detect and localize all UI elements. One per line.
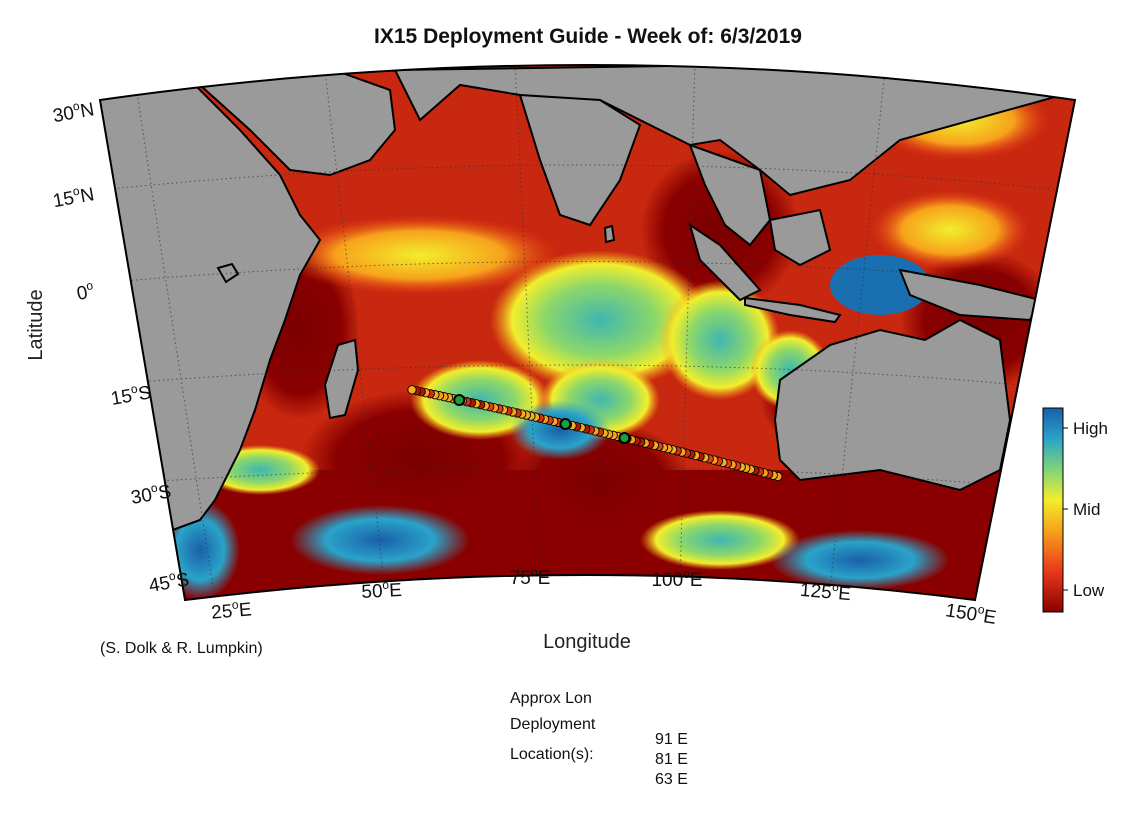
graticule — [100, 65, 1061, 600]
deployment-label-line-1: Approx Lon — [510, 690, 592, 707]
colorbar-label-high: High — [1073, 419, 1108, 438]
java-landmass — [744, 296, 842, 324]
lat-tick-0: 0o — [75, 278, 96, 305]
deployment-location-3: 63 E — [655, 771, 688, 788]
lat-tick-30s: 30oS — [129, 478, 173, 509]
deployment-label-line-2: Deployment — [510, 716, 596, 733]
lon-tick-100e: 100oE — [651, 567, 702, 591]
x-axis-label: Longitude — [543, 631, 631, 653]
deployment-label-line-3: Location(s): — [510, 746, 594, 763]
colorbar-label-low: Low — [1073, 581, 1105, 600]
lon-tick-75e: 75oE — [510, 565, 551, 589]
asia-landmass — [393, 65, 1075, 197]
xbt-track — [407, 385, 783, 482]
lon-tick-150e: 150oE — [944, 597, 998, 629]
deployment-marker — [559, 418, 572, 431]
map-area — [100, 65, 1075, 600]
map-frame — [98, 64, 1077, 602]
lat-tick-45s: 45oS — [147, 566, 191, 597]
lon-tick-125e: 125oE — [799, 577, 852, 605]
australia-landmass — [773, 318, 1012, 492]
colorbar-gradient — [1042, 407, 1064, 613]
deployment-locations: 91 E 81 E 63 E — [655, 730, 688, 790]
lat-tick-15s: 15oS — [109, 379, 153, 410]
chart-title: IX15 Deployment Guide - Week of: 6/3/201… — [374, 25, 802, 48]
colorbar-label-mid: Mid — [1073, 500, 1100, 519]
latitude-ticks: 30oN 15oN 0o 15oS 30oS 45oS — [51, 96, 191, 597]
india-landmass — [518, 93, 642, 227]
lon-tick-50e: 50oE — [361, 577, 403, 603]
longitude-ticks: 25oE 50oE 75oE 100oE 125oE 150oE — [210, 565, 998, 629]
deployment-location-2: 81 E — [655, 751, 688, 768]
madagascar-landmass — [323, 338, 360, 420]
lat-tick-30n: 30oN — [51, 96, 96, 127]
xbt-drop-point — [407, 385, 417, 395]
lon-tick-25e: 25oE — [210, 596, 252, 623]
author-credit: (S. Dolk & R. Lumpkin) — [100, 640, 263, 657]
somalia-island — [216, 262, 240, 284]
deployment-marker — [618, 432, 631, 445]
y-axis-label: Latitude — [25, 289, 47, 360]
sumatra-landmass — [688, 222, 762, 302]
deployment-location-1: 91 E — [655, 731, 688, 748]
borneo-landmass — [768, 208, 832, 267]
deployment-marker — [453, 394, 466, 407]
colorbar: High Mid Low — [1042, 407, 1108, 613]
sri-lanka-landmass — [603, 224, 616, 244]
lat-tick-15n: 15oN — [51, 181, 96, 212]
indochina-landmass — [688, 143, 772, 247]
